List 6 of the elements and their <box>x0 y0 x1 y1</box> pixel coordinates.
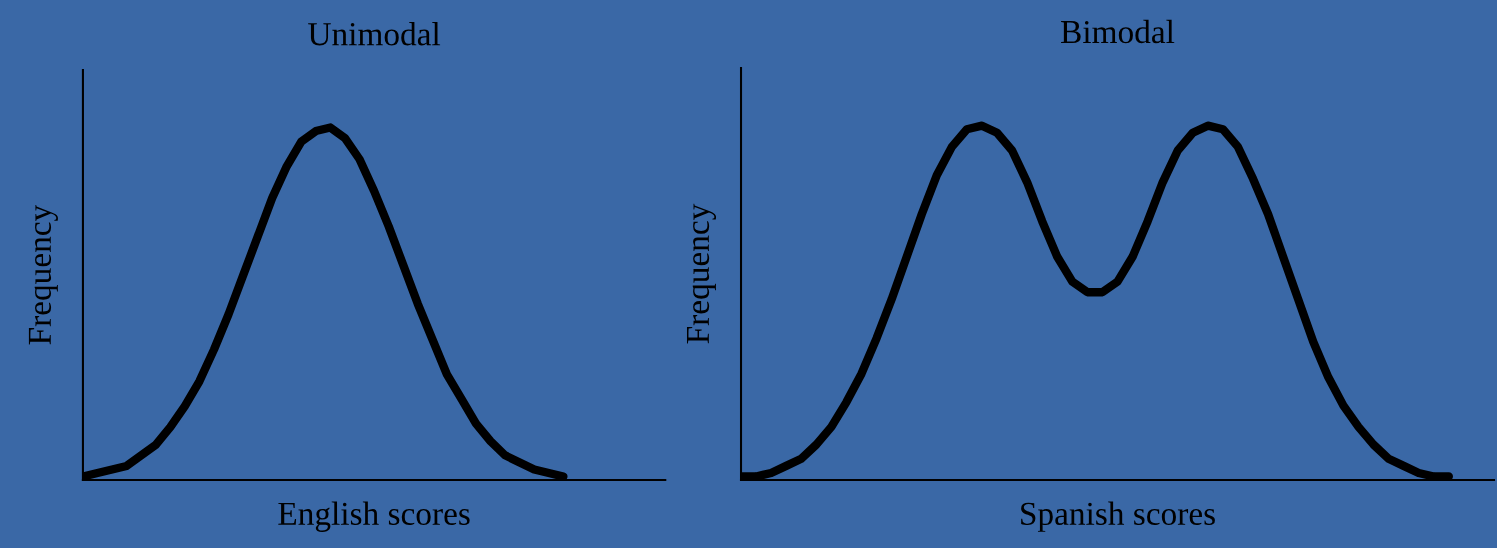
chart-title: Unimodal <box>308 22 441 46</box>
x-axis-title: Spanish scores <box>1021 501 1215 532</box>
x-axis-title: English scores <box>278 501 470 532</box>
chart-title: Bimodal <box>1061 19 1175 44</box>
y-axis-title: Frequency <box>28 204 58 345</box>
y-axis-title: Frequency <box>686 203 717 344</box>
